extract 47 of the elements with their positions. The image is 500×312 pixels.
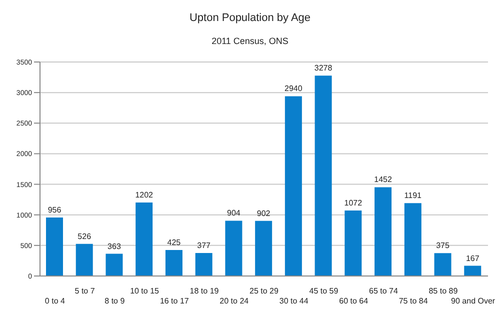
x-tick-label: 65 to 74 xyxy=(369,286,398,296)
bar xyxy=(314,76,332,276)
data-label: 956 xyxy=(48,206,62,215)
bar xyxy=(225,220,242,276)
data-label: 425 xyxy=(167,238,182,248)
bar xyxy=(404,203,422,276)
bar xyxy=(284,96,302,276)
data-label: 167 xyxy=(466,254,480,263)
data-label: 377 xyxy=(197,240,212,250)
data-label: 902 xyxy=(256,208,271,218)
bar xyxy=(165,250,182,276)
x-tick-label: 75 to 84 xyxy=(398,296,428,306)
x-tick-label: 16 to 17 xyxy=(160,296,190,306)
x-tick-label: 45 to 59 xyxy=(309,286,339,296)
x-tick-label: 60 to 64 xyxy=(339,296,369,306)
data-label: 375 xyxy=(436,241,450,250)
data-label: 363 xyxy=(108,242,122,251)
x-tick-label: 18 to 19 xyxy=(190,286,220,296)
bar xyxy=(46,218,63,276)
bar xyxy=(255,220,272,276)
bar xyxy=(344,210,362,276)
x-tick-label: 5 to 7 xyxy=(74,286,96,296)
x-tick-label: 25 to 29 xyxy=(250,286,280,296)
data-label: 1452 xyxy=(374,175,392,184)
x-tick-label: 8 to 9 xyxy=(104,296,126,306)
x-tick-label: 30 to 44 xyxy=(279,296,309,306)
data-label: 1202 xyxy=(135,190,154,200)
data-label: 526 xyxy=(78,232,92,241)
data-label: 1072 xyxy=(344,198,363,208)
bar xyxy=(195,252,212,276)
x-tick-label: 90 and Over xyxy=(451,296,496,306)
bar xyxy=(136,202,153,276)
bar xyxy=(76,244,93,276)
data-label: 3278 xyxy=(314,64,333,73)
x-tick-label: 0 to 4 xyxy=(44,296,66,306)
x-tick-label: 85 to 89 xyxy=(428,286,458,296)
chart-subtitle: 2011 Census, ONS xyxy=(210,36,290,46)
chart-title: Upton Population by Age xyxy=(188,12,312,24)
x-tick-label: 10 to 15 xyxy=(130,286,160,296)
bar xyxy=(374,187,392,276)
x-tick-label: 20 to 24 xyxy=(220,296,250,306)
bar xyxy=(434,253,452,276)
data-label: 1191 xyxy=(404,191,422,200)
bar xyxy=(106,254,123,276)
data-label: 2940 xyxy=(284,84,303,94)
bar xyxy=(464,266,482,276)
data-label: 904 xyxy=(227,208,241,218)
